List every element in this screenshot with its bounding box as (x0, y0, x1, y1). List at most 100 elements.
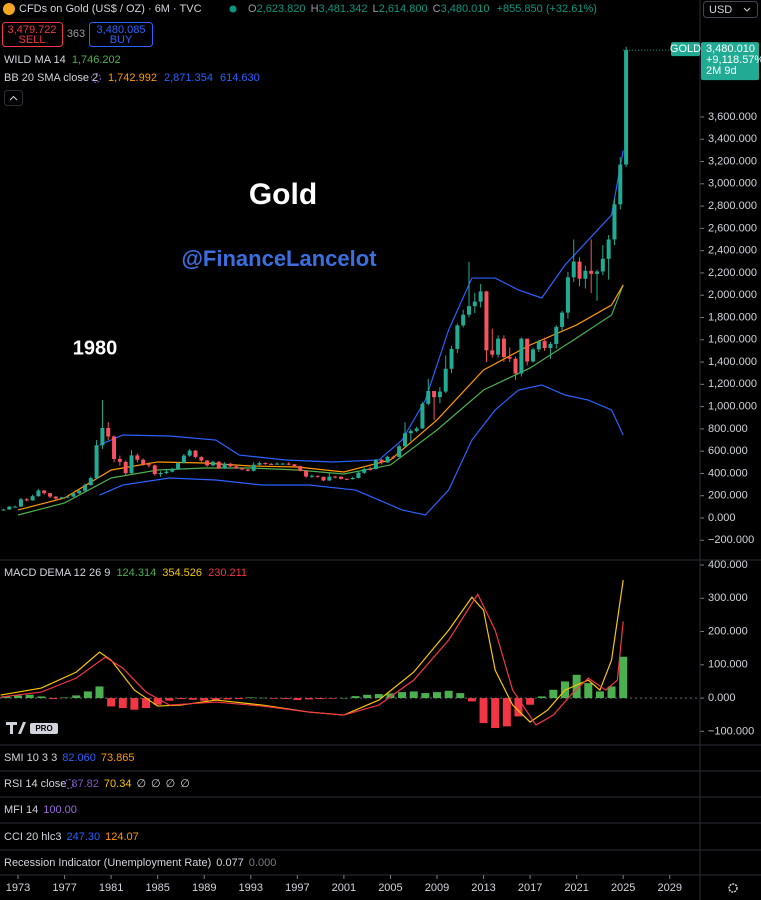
ohlc-label: O (248, 3, 257, 15)
x-tick-label: 2029 (658, 882, 682, 894)
histogram-bar (502, 698, 511, 727)
y-tick-label: −200.000 (708, 534, 754, 546)
candle-body (164, 471, 169, 473)
candle-body (135, 455, 140, 460)
histogram-bar (200, 698, 209, 701)
currency-button[interactable] (703, 1, 758, 18)
indicator-values: 1,742.992 2,871.354 614.630 (108, 72, 260, 84)
y-tick-label: 1,200.000 (708, 378, 757, 390)
symbol-title[interactable]: CFDs on Gold (US$ / OZ) · 6M · TVC (19, 3, 202, 15)
indicator-name: Recession Indicator (Unemployment Rate) (4, 857, 211, 869)
x-tick-label: 2025 (611, 882, 635, 894)
histogram-bar (514, 698, 523, 717)
candle-body (48, 493, 53, 497)
candle-body (13, 506, 18, 508)
collapse-button[interactable] (4, 90, 23, 106)
candle-body (397, 446, 402, 457)
candle-body (624, 50, 629, 165)
indicator-name: BB 20 SMA close 2 (4, 72, 98, 84)
x-tick-label: 2013 (471, 882, 495, 894)
candle-body (257, 463, 262, 465)
settings-gear[interactable] (728, 883, 738, 893)
y-tick-label: 2,800.000 (708, 200, 757, 212)
histogram-bar (72, 695, 81, 699)
y-tick-label: 1,000.000 (708, 401, 757, 413)
annotation: 1980 (73, 337, 118, 359)
sell-label[interactable]: SELL (19, 34, 46, 46)
candle-body (391, 456, 396, 458)
symbol-badge-text: GOLD (670, 43, 701, 55)
candle-body (408, 430, 413, 434)
candle-body (240, 468, 245, 470)
spread: 363 (67, 28, 85, 40)
candle-body (286, 463, 291, 465)
indicator-line (99, 384, 624, 516)
indicator-value: ∅ (166, 778, 176, 790)
candle-body (292, 464, 297, 466)
candle-body (152, 465, 157, 475)
histogram-bar (130, 698, 139, 710)
settings-icon[interactable] (91, 73, 101, 83)
candle-body (565, 277, 570, 313)
indicator-name: WILD MA 14 (4, 54, 66, 66)
x-tick-label: 1997 (285, 882, 309, 894)
candle-body (251, 464, 256, 471)
macd-line (0, 580, 624, 723)
candle-body (466, 306, 471, 315)
candle-body (501, 338, 506, 358)
candle-body (42, 490, 47, 494)
x-tick-label: 1985 (145, 882, 169, 894)
symbol-badge (671, 42, 700, 57)
buy-price[interactable]: 3,480.085 (97, 24, 146, 36)
settings-icon[interactable] (64, 779, 74, 789)
y-tick-label: 1,800.000 (708, 311, 757, 323)
price-badge-change: +9,118.57% (706, 54, 761, 66)
x-tick-label: 1993 (239, 882, 263, 894)
candle-body (117, 458, 122, 462)
histogram-bar (211, 698, 220, 701)
currency[interactable]: USD (709, 4, 732, 16)
buy-label[interactable]: BUY (110, 34, 133, 46)
histogram-bar (339, 698, 348, 699)
candle-body (571, 261, 576, 278)
candle-body (234, 466, 239, 469)
histogram-bar (398, 692, 407, 699)
candle-body (612, 204, 617, 240)
histogram-bar (386, 693, 395, 699)
histogram-bar (142, 698, 151, 709)
sell-price[interactable]: 3,479.722 (8, 24, 57, 36)
x-tick-label: 2009 (425, 882, 449, 894)
candle-body (129, 455, 134, 474)
logo-mark (6, 722, 26, 734)
candle-body (30, 496, 35, 501)
histogram-bar (584, 683, 593, 699)
histogram-bar (328, 698, 337, 699)
candle-body (53, 496, 58, 499)
candle-body (560, 312, 565, 327)
y-tick-label: 1,400.000 (708, 356, 757, 368)
x-tick-label: 2001 (332, 882, 356, 894)
histogram-bar (118, 698, 127, 709)
sell-button[interactable] (2, 22, 63, 47)
histogram-bar (246, 697, 255, 699)
market-status (229, 5, 237, 13)
tradingview-logo: PRO (6, 722, 58, 734)
indicator-value: 1,746.202 (72, 54, 121, 66)
candle-body (583, 270, 588, 279)
histogram-bar (491, 698, 500, 729)
histogram-bar (351, 696, 360, 699)
x-tick-label: 1973 (6, 882, 30, 894)
y-tick-label: 2,000.000 (708, 289, 757, 301)
candle-body (18, 499, 23, 507)
candle-body (525, 338, 530, 362)
candle-body (7, 506, 12, 510)
candle-body (589, 270, 594, 274)
plots: −200.000 0.000 200.000 400.000 600.000 800.00… (0, 46, 757, 737)
buy-button[interactable] (89, 22, 153, 47)
histogram-bar (235, 698, 244, 700)
candle-body (263, 463, 268, 465)
candle-body (280, 463, 285, 465)
indicator-name: SMI 10 3 3 (4, 752, 57, 764)
